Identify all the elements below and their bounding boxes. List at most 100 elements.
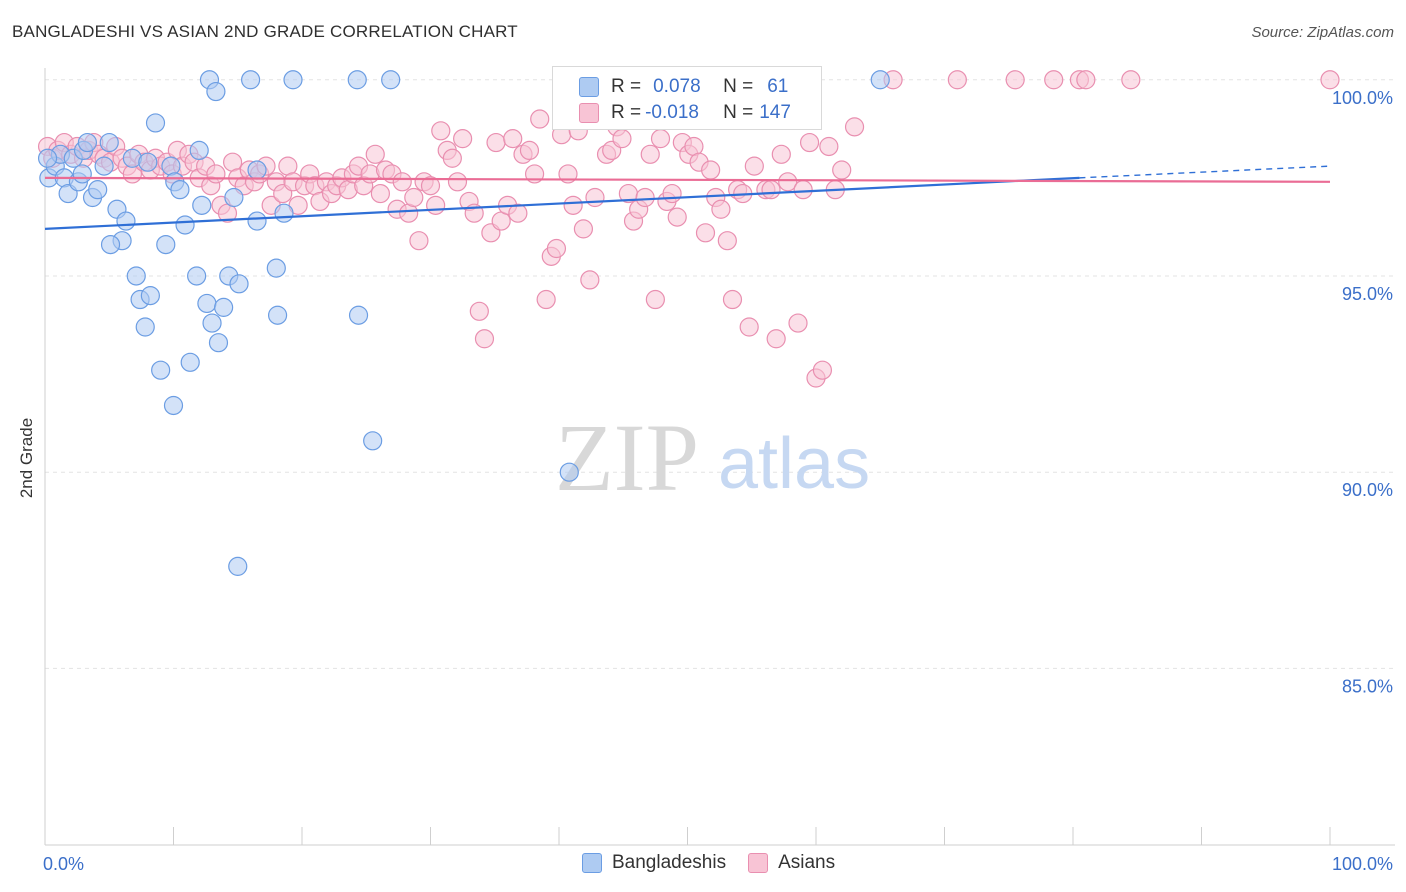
asian-point	[426, 195, 446, 215]
asian-point	[761, 180, 781, 200]
bangladeshi-point	[94, 156, 114, 176]
bangladeshi-point	[192, 195, 212, 215]
bangladeshi-point	[37, 148, 58, 168]
asian-point	[947, 70, 967, 90]
y-tick-label: 100.0%	[1332, 88, 1393, 108]
asian-point	[206, 164, 226, 184]
bangladeshi-trend-line	[44, 176, 1080, 230]
n-label: N =	[723, 76, 754, 97]
legend-row-asians: R = -0.018 N = 147	[579, 101, 791, 125]
asian-point	[546, 238, 567, 259]
asian-point	[1121, 70, 1141, 90]
bangladeshi-point	[135, 317, 155, 337]
bangladeshi-point	[241, 70, 261, 90]
trend-lines	[44, 165, 1331, 230]
bangladeshi-point	[228, 556, 248, 576]
asian-point	[612, 129, 632, 149]
asian-point	[645, 289, 665, 310]
asian-point	[640, 144, 660, 164]
bangladeshi-point	[88, 180, 108, 200]
bangladeshi-point	[381, 70, 401, 90]
asian-point	[453, 129, 473, 149]
watermark: ZIP atlas	[555, 404, 870, 511]
asian-point	[799, 132, 820, 153]
bangladeshi-point	[138, 152, 158, 172]
asian-point	[793, 180, 813, 200]
axes	[44, 68, 1395, 846]
bangladeshi-point	[175, 215, 195, 235]
n-value: 147	[759, 102, 791, 123]
asian-point	[486, 132, 506, 153]
bangladeshi-point	[161, 156, 181, 176]
asian-point	[771, 144, 791, 164]
source-label: Source: ZipAtlas.com	[1251, 24, 1394, 41]
watermark-atlas: atlas	[718, 424, 870, 504]
bangladeshi-point	[870, 70, 890, 90]
asian-point	[519, 140, 540, 161]
asian-point	[766, 329, 786, 349]
legend-item-asians[interactable]: Asians	[748, 852, 835, 874]
tick-labels: 100.0% 95.0% 90.0% 85.0% 0.0% 100.0%	[43, 88, 1393, 874]
asian-point	[701, 160, 721, 180]
r-label: R =	[611, 102, 642, 123]
legend-row-bangladeshis: R = 0.078 N = 61	[579, 75, 788, 99]
asian-point	[739, 317, 759, 337]
asian-point	[404, 187, 424, 208]
bangladeshi-point	[348, 305, 369, 325]
n-label: N =	[723, 102, 754, 123]
asian-point	[431, 121, 451, 141]
legend-item-bangladeshis[interactable]: Bangladeshis	[582, 852, 726, 874]
asian-point	[365, 144, 385, 164]
bangladeshi-point	[267, 305, 288, 325]
asian-point	[844, 117, 865, 137]
bangladeshi-point	[214, 297, 234, 317]
asian-point	[573, 219, 594, 239]
y-tick-label: 90.0%	[1342, 480, 1393, 500]
bangladeshi-point	[156, 234, 176, 255]
asian-point	[530, 109, 550, 129]
asian-point	[469, 301, 489, 321]
asian-point	[536, 289, 556, 310]
blue-swatch-icon	[579, 77, 599, 97]
asian-point	[392, 172, 412, 192]
asian-point	[722, 289, 743, 310]
bangladeshi-point	[140, 286, 160, 306]
asian-point	[420, 176, 441, 196]
bangladeshi-point	[247, 211, 267, 231]
pink-swatch-icon	[748, 853, 769, 873]
asian-point	[819, 136, 839, 157]
bangladeshi-trend-line-extension	[1079, 165, 1331, 179]
r-label: R =	[611, 76, 642, 97]
bangladeshi-point	[189, 140, 209, 161]
bangladeshi-point	[180, 352, 200, 372]
asian-point	[585, 187, 605, 208]
bangladeshi-point	[208, 333, 229, 353]
asian-point	[508, 203, 528, 223]
asian-point	[650, 129, 671, 149]
correlation-legend: R = 0.078 N = 61 R = -0.018 N = 147	[552, 66, 822, 130]
asian-point	[580, 270, 600, 290]
asian-point	[711, 199, 731, 219]
chart-title: BANGLADESHI VS ASIAN 2ND GRADE CORRELATI…	[12, 22, 518, 41]
asian-point	[1076, 70, 1096, 90]
bangladeshi-point	[559, 462, 579, 482]
asian-point	[744, 156, 764, 176]
asian-point	[1320, 70, 1340, 90]
bangladeshi-point	[229, 274, 249, 294]
legend-label-bangladeshis: Bangladeshis	[612, 852, 727, 873]
asian-trend-line	[44, 176, 1331, 183]
series-legend: Bangladeshis Asians	[582, 852, 857, 874]
bangladeshi-point	[100, 234, 121, 255]
asian-point	[1044, 70, 1064, 90]
x-tick-label: 100.0%	[1332, 854, 1393, 874]
asian-point	[1005, 70, 1025, 90]
y-tick-label: 95.0%	[1342, 284, 1393, 304]
bangladeshi-point	[274, 203, 294, 223]
asian-point	[812, 360, 833, 380]
blue-swatch-icon	[582, 853, 602, 873]
asian-point	[370, 183, 390, 204]
asian-point	[695, 223, 716, 243]
bangladeshi-point	[72, 164, 92, 184]
bangladeshi-point	[206, 81, 226, 102]
